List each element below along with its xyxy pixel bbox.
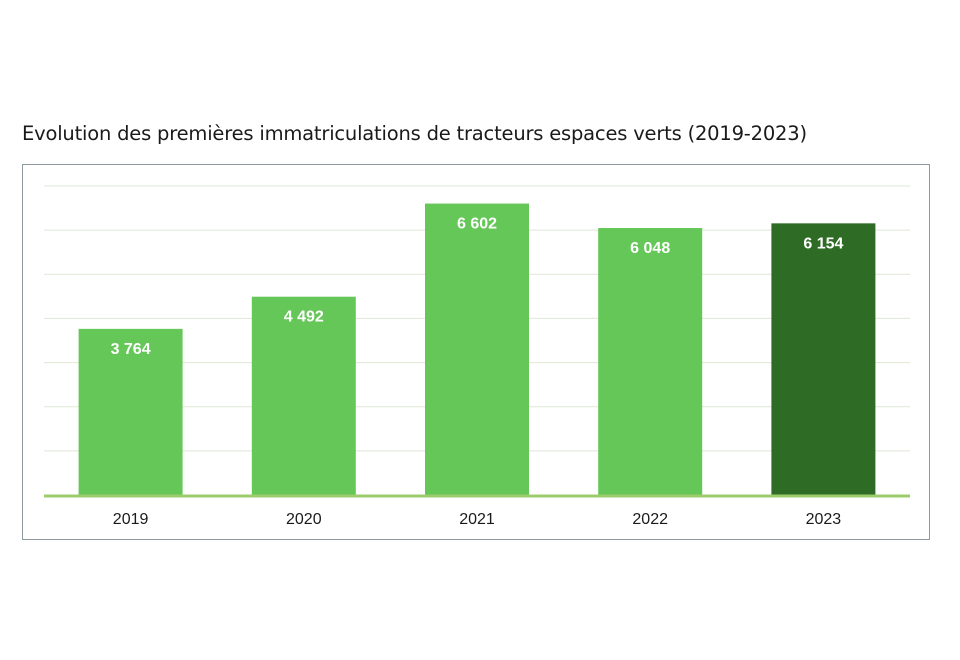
data-label-2019: 3 764 bbox=[111, 341, 151, 358]
x-tick-2023: 2023 bbox=[806, 511, 842, 528]
x-tick-2022: 2022 bbox=[632, 511, 668, 528]
bar-2021 bbox=[425, 203, 529, 496]
bar-2019 bbox=[78, 328, 183, 495]
bar-2020 bbox=[251, 296, 356, 495]
bar-2023 bbox=[771, 223, 876, 496]
data-label-2022: 6 048 bbox=[630, 240, 670, 257]
chart-title: Evolution des premières immatriculations… bbox=[22, 122, 807, 145]
data-label-2020: 4 492 bbox=[284, 309, 324, 326]
x-tick-2019: 2019 bbox=[113, 511, 149, 528]
x-tick-2021: 2021 bbox=[459, 511, 495, 528]
data-label-2021: 6 602 bbox=[457, 216, 497, 233]
bar-2022 bbox=[598, 228, 703, 496]
x-tick-2020: 2020 bbox=[286, 511, 322, 528]
data-label-2023: 6 154 bbox=[803, 235, 843, 252]
